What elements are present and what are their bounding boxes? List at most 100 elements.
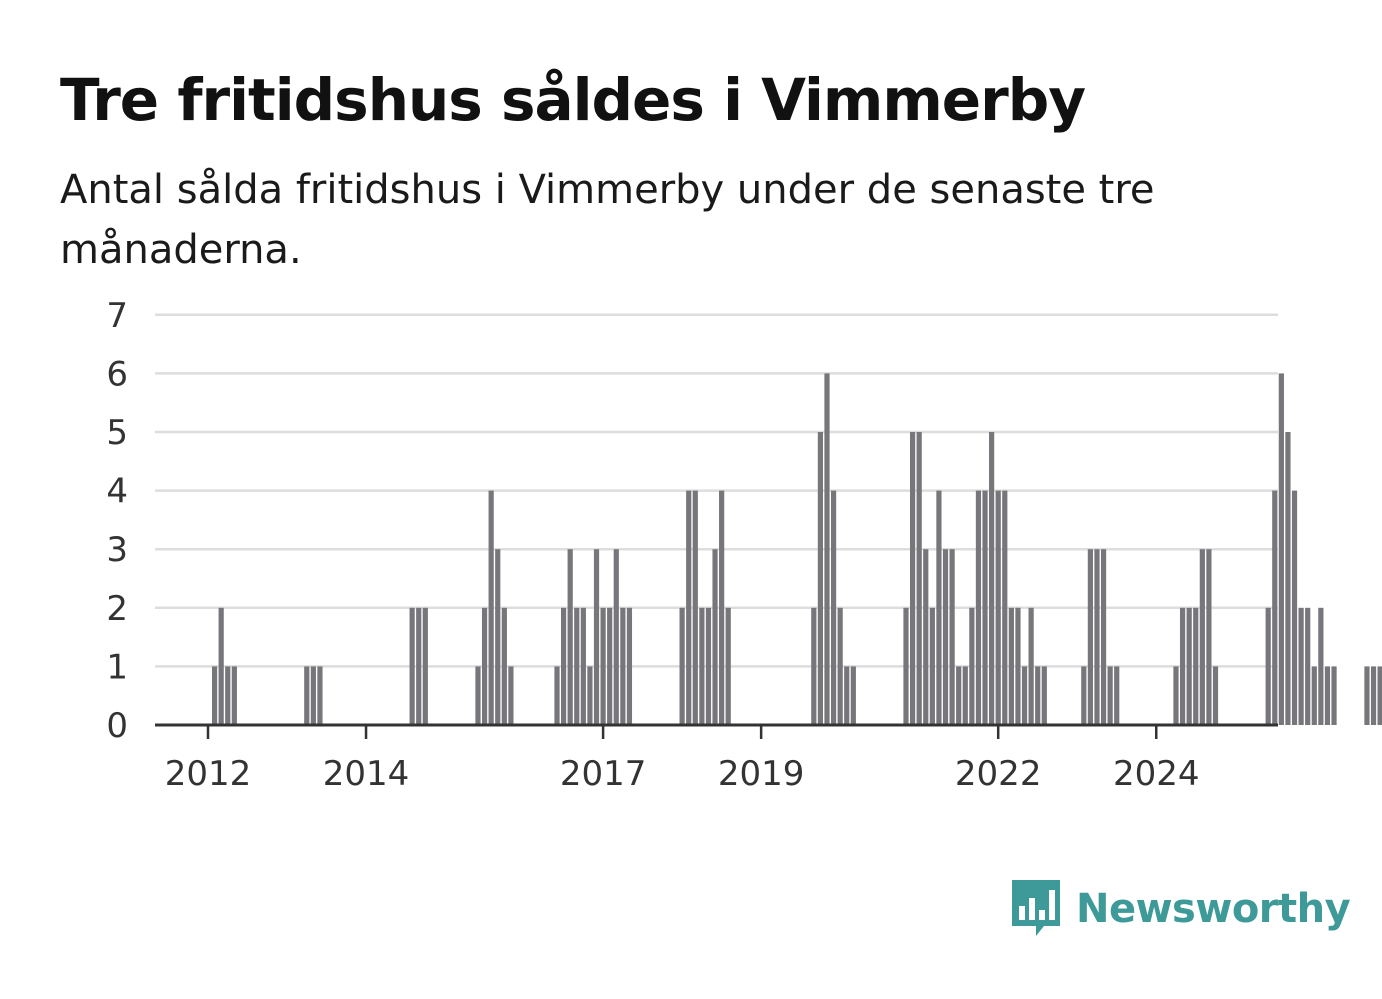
y-tick-label: 6 bbox=[106, 354, 128, 394]
bar bbox=[1370, 666, 1377, 725]
bar bbox=[1081, 666, 1087, 725]
bar bbox=[211, 666, 218, 725]
bar bbox=[1094, 549, 1100, 725]
bar bbox=[416, 607, 422, 725]
bar bbox=[1028, 607, 1034, 725]
bar bbox=[719, 490, 725, 725]
bar bbox=[1305, 607, 1311, 725]
bar bbox=[620, 607, 626, 725]
bar bbox=[422, 607, 428, 725]
bar bbox=[218, 607, 224, 725]
bar bbox=[837, 607, 843, 725]
bar bbox=[850, 666, 856, 725]
x-axis-ticks: 2012 2014 2017 2019 2022 2024 bbox=[155, 723, 1278, 794]
newsworthy-logo: Newsworthy bbox=[1010, 878, 1351, 940]
bar bbox=[975, 490, 982, 725]
bar bbox=[225, 666, 231, 725]
bar bbox=[560, 607, 567, 725]
bar bbox=[699, 607, 705, 725]
bar bbox=[310, 666, 316, 725]
bar bbox=[909, 432, 916, 725]
bar bbox=[1087, 549, 1093, 725]
bar bbox=[1199, 549, 1205, 725]
bar bbox=[1272, 490, 1278, 725]
bar bbox=[923, 549, 929, 725]
bar bbox=[1298, 607, 1304, 725]
bar bbox=[488, 490, 494, 725]
y-tick-label: 4 bbox=[106, 472, 128, 512]
bar bbox=[1212, 666, 1219, 725]
bar bbox=[1331, 666, 1337, 725]
bar bbox=[1173, 666, 1179, 725]
y-tick-label: 2 bbox=[106, 589, 128, 629]
bar bbox=[1193, 607, 1199, 725]
bar bbox=[1364, 666, 1370, 725]
bar-chart-speech-bubble-icon bbox=[1012, 880, 1060, 936]
bar bbox=[705, 607, 712, 725]
x-tick-label: 2024 bbox=[1113, 754, 1200, 794]
bar bbox=[317, 666, 323, 725]
bar bbox=[1278, 373, 1284, 725]
bar bbox=[1377, 666, 1382, 725]
bar bbox=[409, 607, 415, 725]
y-tick-label: 1 bbox=[106, 647, 128, 687]
bar bbox=[692, 490, 698, 725]
y-axis-ticks: 0 1 2 3 4 5 6 7 bbox=[106, 296, 128, 746]
x-tick-label: 2012 bbox=[165, 754, 252, 794]
bar bbox=[1114, 666, 1120, 725]
bar bbox=[936, 490, 942, 725]
bar bbox=[1324, 666, 1331, 725]
bar bbox=[304, 666, 310, 725]
x-tick-label: 2022 bbox=[955, 754, 1042, 794]
bar bbox=[580, 607, 586, 725]
bar bbox=[1100, 549, 1107, 725]
y-tick-label: 0 bbox=[106, 706, 128, 746]
bar bbox=[956, 666, 962, 725]
bar bbox=[501, 607, 507, 725]
bar bbox=[613, 549, 619, 725]
bar bbox=[811, 607, 817, 725]
bar bbox=[712, 549, 718, 725]
bar bbox=[1186, 607, 1192, 725]
bar bbox=[1318, 607, 1324, 725]
bar bbox=[1311, 666, 1317, 725]
bar bbox=[574, 607, 580, 725]
bar bbox=[679, 607, 685, 725]
chart-title: Tre fritidshus såldes i Vimmerby bbox=[60, 66, 1086, 134]
x-tick-label: 2019 bbox=[718, 754, 805, 794]
bar bbox=[508, 666, 514, 725]
bar bbox=[1035, 666, 1041, 725]
brand-name: Newsworthy bbox=[1076, 886, 1351, 932]
bar bbox=[587, 666, 593, 725]
y-tick-label: 7 bbox=[106, 296, 128, 336]
bar bbox=[844, 666, 850, 725]
bar bbox=[725, 607, 731, 725]
bars bbox=[211, 373, 1382, 725]
bar bbox=[949, 549, 955, 725]
x-tick-label: 2017 bbox=[560, 754, 647, 794]
bar bbox=[481, 607, 488, 725]
bar bbox=[1179, 607, 1186, 725]
y-tick-label: 5 bbox=[106, 413, 128, 453]
bar bbox=[600, 607, 606, 725]
bar bbox=[942, 549, 949, 725]
bar bbox=[231, 666, 237, 725]
bar bbox=[1002, 490, 1008, 725]
bar bbox=[995, 490, 1001, 725]
bar bbox=[817, 432, 824, 725]
y-tick-label: 3 bbox=[106, 530, 128, 570]
bar bbox=[1021, 666, 1028, 725]
bar bbox=[1015, 607, 1021, 725]
bar bbox=[1107, 666, 1113, 725]
bar bbox=[962, 666, 968, 725]
bar bbox=[982, 490, 988, 725]
bar bbox=[1291, 490, 1298, 725]
bar bbox=[1041, 666, 1047, 725]
x-tick-label: 2014 bbox=[323, 754, 410, 794]
bar bbox=[903, 607, 909, 725]
bar bbox=[1285, 432, 1291, 725]
bar bbox=[495, 549, 501, 725]
bar bbox=[593, 549, 600, 725]
bar bbox=[554, 666, 560, 725]
